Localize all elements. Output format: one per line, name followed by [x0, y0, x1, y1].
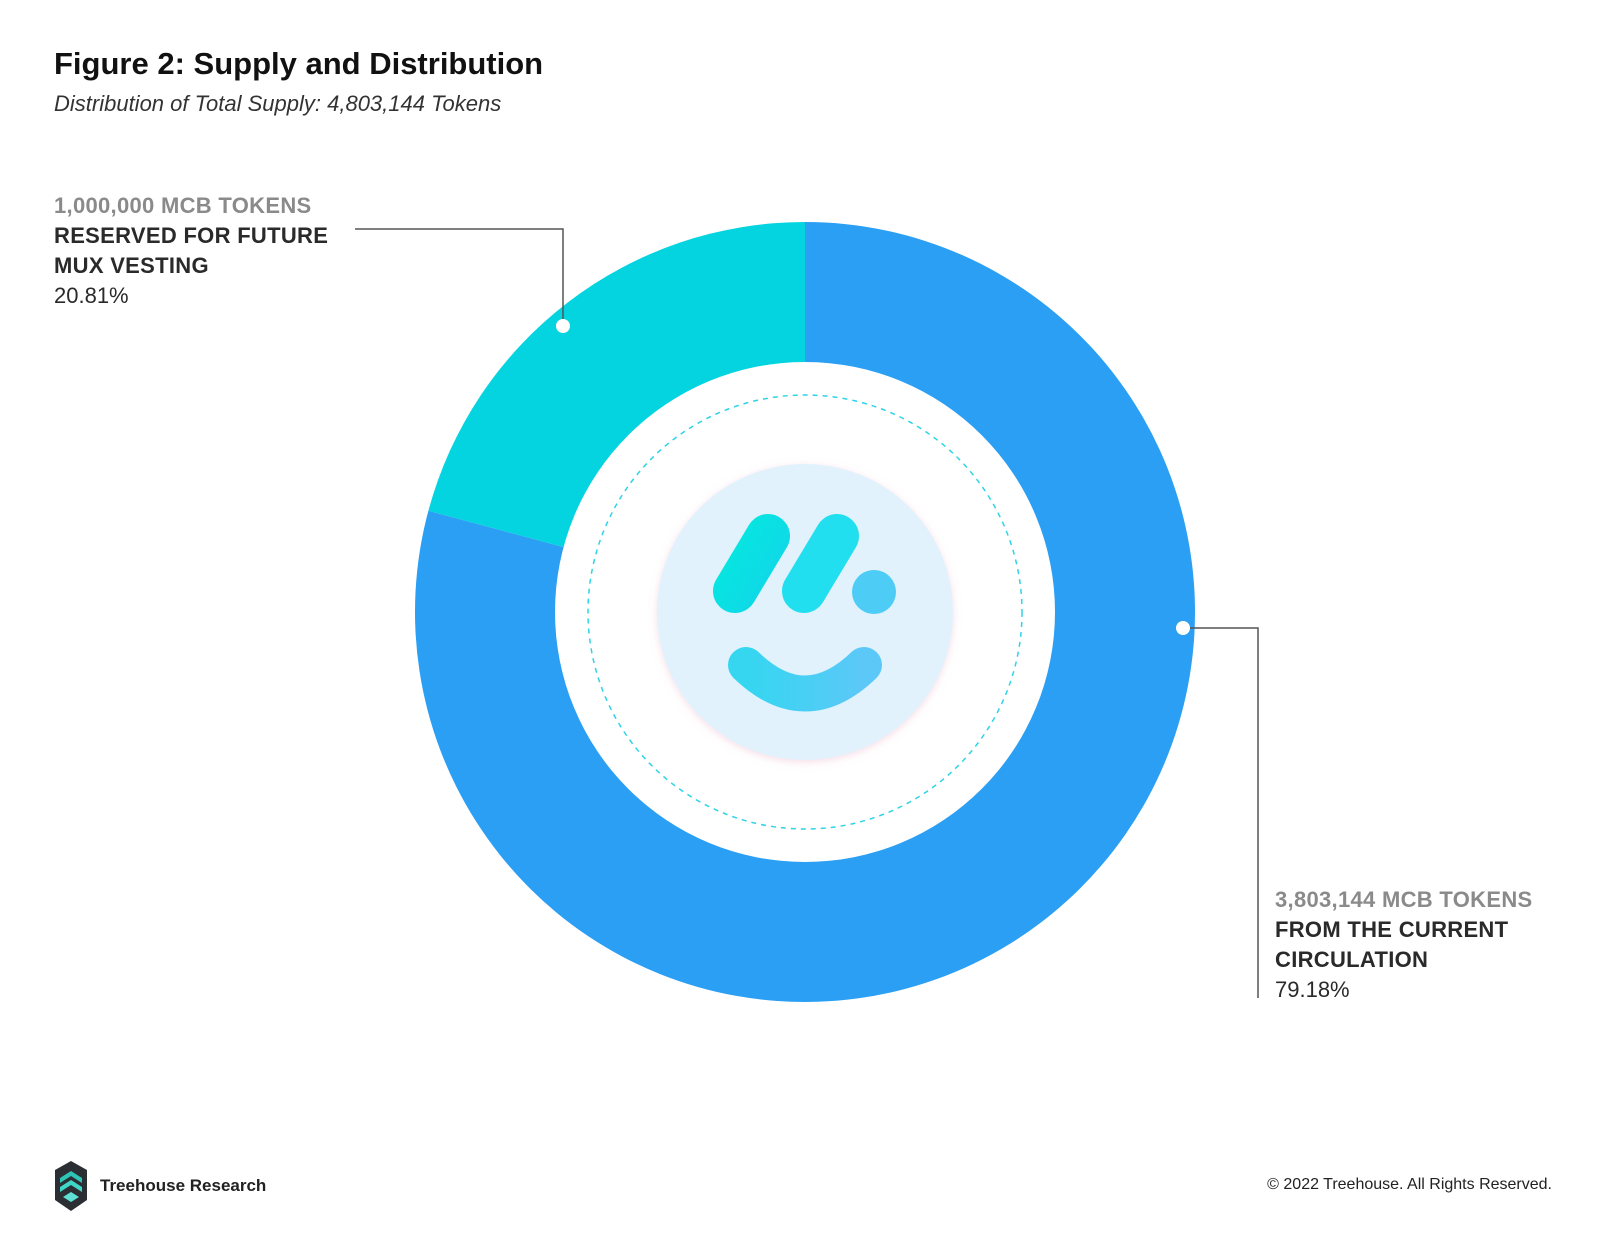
brand-name: Treehouse Research	[100, 1176, 267, 1195]
logo-dot	[852, 570, 896, 614]
connector-line-right	[1183, 627, 1259, 998]
treehouse-logo-icon	[55, 1161, 87, 1211]
logo-smile	[728, 647, 882, 712]
label-connectors	[355, 228, 1259, 998]
label-future-vesting: 1,000,000 MCB TOKENS RESERVED FOR FUTURE…	[54, 191, 374, 311]
connector-dot-left	[556, 319, 570, 333]
label-percent: 20.81%	[54, 283, 129, 308]
label-tokens: 3,803,144 MCB TOKENS	[1275, 887, 1533, 912]
chart-subtitle: Distribution of Total Supply: 4,803,144 …	[54, 91, 502, 116]
label-description-line1: FROM THE CURRENT	[1275, 917, 1509, 942]
logo-bar-left	[713, 514, 790, 613]
chart-title: Figure 2: Supply and Distribution	[54, 46, 544, 81]
mux-logo-icon	[657, 464, 953, 760]
label-description-line2: CIRCULATION	[1275, 947, 1429, 972]
label-description-line1: RESERVED FOR FUTURE	[54, 223, 329, 248]
logo-bar-right	[782, 514, 859, 613]
connector-dot-right	[1176, 621, 1190, 635]
label-tokens: 1,000,000 MCB TOKENS	[54, 193, 312, 218]
connector-line-left	[355, 228, 564, 326]
label-description-line2: MUX VESTING	[54, 253, 209, 278]
label-percent: 79.18%	[1275, 977, 1350, 1002]
copyright-notice: © 2022 Treehouse. All Rights Reserved.	[1267, 1176, 1552, 1193]
footer-brand: Treehouse Research	[54, 1160, 266, 1212]
dashed-ring	[587, 394, 1023, 830]
label-current-circulation: 3,803,144 MCB TOKENS FROM THE CURRENT CI…	[1275, 885, 1575, 1005]
